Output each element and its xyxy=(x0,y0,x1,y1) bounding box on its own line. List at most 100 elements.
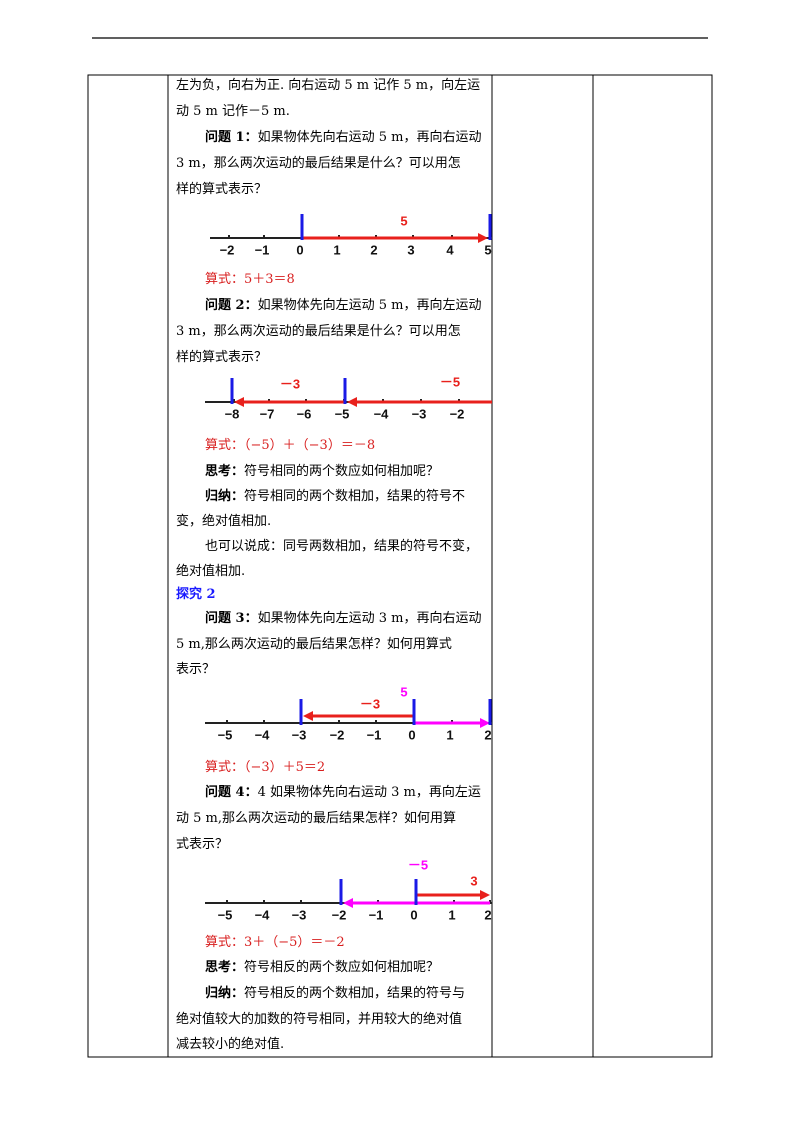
text-line: 绝对值较大的加数的符号相同，并用较大的绝对值 xyxy=(176,1011,462,1029)
arrow-head xyxy=(478,233,488,243)
text-line: 动 5 m 记作－5 m. xyxy=(176,103,290,121)
text: 5 m,那么两次运动的最后结果怎样？如何用算式 xyxy=(176,637,452,652)
arrow-head xyxy=(347,397,357,407)
formula: 算式：（−5）＋（−3）＝－8 xyxy=(205,438,376,453)
tick-label: 1 xyxy=(446,727,453,742)
tick-label: 0 xyxy=(296,242,303,257)
text: 表示？ xyxy=(176,662,216,677)
tick-label: −4 xyxy=(255,727,271,742)
tick-label: −3 xyxy=(292,907,307,922)
text: 3 m，那么两次运动的最后结果是什么？可以用怎 xyxy=(176,156,461,171)
tick-label: −1 xyxy=(369,907,384,922)
label: 归纳： xyxy=(205,489,245,504)
tick-label: 2 xyxy=(484,907,491,922)
text: 式表示？ xyxy=(176,837,229,852)
text: 如果物体先向右运动 5 m，再向右运动 xyxy=(257,130,482,145)
tick-label: −3 xyxy=(292,727,307,742)
tick-label: 2 xyxy=(370,242,377,257)
text: 符号相同的两个数相加，结果的符号不 xyxy=(244,489,466,504)
tick-label: −6 xyxy=(297,406,312,421)
text: 如果物体先向左运动 3 m，再向右运动 xyxy=(257,611,482,626)
arrow-label: －3 xyxy=(280,376,300,391)
text: 绝对值相加. xyxy=(176,564,246,579)
text-line: 3 m，那么两次运动的最后结果是什么？可以用怎 xyxy=(176,323,461,341)
text-line: 问题 1：如果物体先向右运动 5 m，再向右运动 xyxy=(205,129,481,147)
text-line: 5 m,那么两次运动的最后结果怎样？如何用算式 xyxy=(176,636,452,654)
text-line: 动 5 m,那么两次运动的最后结果怎样？如何用算 xyxy=(176,810,456,828)
label: 问题 2： xyxy=(205,298,258,313)
text: 符号相反的两个数相加，结果的符号与 xyxy=(244,986,466,1001)
text: 3 m，那么两次运动的最后结果是什么？可以用怎 xyxy=(176,324,461,339)
label: 思考： xyxy=(205,464,245,479)
arrow-head xyxy=(303,711,313,721)
label: 问题 3： xyxy=(205,611,258,626)
text: 样的算式表示？ xyxy=(176,182,268,197)
formula: 算式：5＋3＝8 xyxy=(205,272,295,287)
tick-label: 5 xyxy=(484,242,491,257)
tick-label: −7 xyxy=(260,406,275,421)
tick-label: −4 xyxy=(255,907,271,922)
text-line: 表示？ xyxy=(176,661,215,679)
arrow-label: －5 xyxy=(440,374,460,389)
tick-label: −5 xyxy=(218,727,233,742)
arrow-label: －3 xyxy=(360,696,380,711)
tick-label: 0 xyxy=(408,727,415,742)
text-line: 思考：符号相反的两个数应如何相加呢？ xyxy=(205,959,439,977)
text-line: 样的算式表示？ xyxy=(176,349,267,367)
tick-label: 4 xyxy=(446,242,454,257)
tick-label: −2 xyxy=(330,727,345,742)
arrow-label: 5 xyxy=(400,684,407,699)
tick-label: −5 xyxy=(335,406,350,421)
tick-label: −1 xyxy=(255,242,270,257)
text-line: 绝对值相加. xyxy=(176,563,245,581)
text-line: 问题 2：如果物体先向左运动 5 m，再向左运动 xyxy=(205,297,481,315)
tick-label: −8 xyxy=(225,406,240,421)
text-line: 思考：符号相同的两个数应如何相加呢？ xyxy=(205,463,439,481)
text-line: 问题 4：4 如果物体先向右运动 3 m，再向左运 xyxy=(205,784,481,802)
text-line: 问题 3：如果物体先向左运动 3 m，再向右运动 xyxy=(205,610,481,628)
text: 符号相同的两个数应如何相加呢？ xyxy=(244,464,440,479)
text-line: 3 m，那么两次运动的最后结果是什么？可以用怎 xyxy=(176,155,461,173)
text: 样的算式表示？ xyxy=(176,350,268,365)
text-line: 归纳：符号相反的两个数相加，结果的符号与 xyxy=(205,985,465,1003)
text: 变，绝对值相加. xyxy=(176,514,272,529)
tick-label: −3 xyxy=(412,406,427,421)
text: 动 5 m 记作－5 m. xyxy=(176,104,290,119)
arrow-label: －5 xyxy=(408,857,428,872)
label: 思考： xyxy=(205,960,245,975)
text-line: 减去较小的绝对值. xyxy=(176,1036,284,1054)
tick-label: 1 xyxy=(333,242,340,257)
tick-label: 0 xyxy=(410,907,417,922)
tick-label: −2 xyxy=(220,242,235,257)
arrow-head xyxy=(480,890,490,900)
tick-label: −4 xyxy=(374,406,390,421)
table-border xyxy=(87,74,713,1058)
text-line: 归纳：符号相同的两个数相加，结果的符号不 xyxy=(205,488,465,506)
text: 也可以说成：同号两数相加，结果的符号不变， xyxy=(205,539,479,554)
arrow-head xyxy=(234,397,244,407)
text: 动 5 m,那么两次运动的最后结果怎样？如何用算 xyxy=(176,811,456,826)
label: 归纳： xyxy=(205,986,245,1001)
text: 左为负，向右为正. 向右运动 5 m 记作 5 m，向左运 xyxy=(176,78,481,93)
tick-label: 1 xyxy=(448,907,455,922)
formula: 算式：3＋（−5）＝－2 xyxy=(205,935,345,950)
label: 问题 4： xyxy=(205,785,258,800)
tick-label: 2 xyxy=(484,727,491,742)
tick-label: −5 xyxy=(218,907,233,922)
tick-label: −1 xyxy=(367,727,382,742)
text-line: 样的算式表示？ xyxy=(176,181,267,199)
text-line: 也可以说成：同号两数相加，结果的符号不变， xyxy=(205,538,478,556)
label: 问题 1： xyxy=(205,130,258,145)
section-title: 探究 2 xyxy=(176,587,216,602)
tick-label: −2 xyxy=(332,907,347,922)
arrow-head xyxy=(343,898,353,908)
arrow-label: 5 xyxy=(400,213,407,228)
formula: 算式：（−3）＋5＝2 xyxy=(205,760,326,775)
text: 4 如果物体先向右运动 3 m，再向左运 xyxy=(257,785,481,800)
text-line: 式表示？ xyxy=(176,836,228,854)
text-line: 变，绝对值相加. xyxy=(176,513,271,531)
tick-label: 3 xyxy=(407,242,414,257)
arrow-head xyxy=(480,718,490,728)
